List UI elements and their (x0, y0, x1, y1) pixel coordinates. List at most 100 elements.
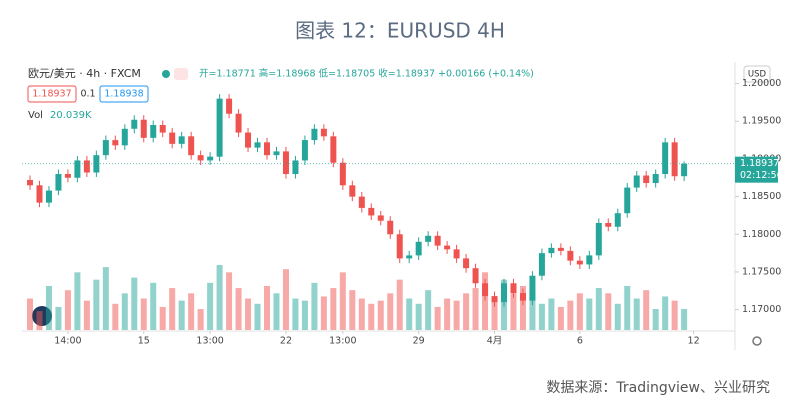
candle-body (614, 213, 621, 227)
candle-body (36, 185, 43, 203)
candle-body (358, 196, 365, 208)
candle-body (652, 174, 659, 184)
volume-bar (652, 309, 659, 330)
candle-body (320, 128, 327, 137)
candle-body (339, 162, 346, 186)
candle-body (112, 140, 119, 146)
candle-body (576, 260, 583, 265)
candle-body (671, 142, 678, 177)
volume-bar (36, 311, 43, 330)
candle-body (197, 155, 204, 161)
volume-bar (216, 265, 223, 330)
candle-body (45, 190, 52, 203)
x-tick-label: 13:00 (329, 336, 356, 347)
volume-bar (245, 298, 252, 330)
volume-bar (188, 293, 195, 330)
volume-label: Vol (28, 110, 43, 121)
candle-body (330, 136, 337, 163)
candle-body (463, 258, 470, 269)
candle-body (292, 160, 299, 174)
candle-body (501, 283, 507, 303)
volume-bar (415, 303, 422, 330)
volume-bar (576, 293, 583, 330)
candle-body (83, 160, 90, 173)
candle-body (387, 220, 394, 235)
volume-bar (681, 308, 688, 330)
candle-body (472, 268, 479, 284)
x-tick-label: 12 (688, 336, 700, 347)
volume-bar (292, 298, 299, 330)
volume-bar (330, 288, 337, 330)
volume-bar (605, 293, 612, 330)
source: 数据来源：Tradingview、兴业研究 (546, 380, 770, 396)
candle-body (150, 125, 157, 138)
candle-body (131, 119, 138, 129)
candle-body (605, 222, 612, 227)
volume-bar (311, 282, 318, 330)
candle-body (93, 155, 100, 173)
volume-bar (529, 290, 536, 330)
ohlc: 开=1.18771 高=1.18968 低=1.18705 收=1.18937 … (199, 68, 534, 80)
volume-bar (140, 298, 147, 330)
candle-body (245, 132, 252, 148)
candle-body (491, 296, 498, 303)
volume-bar (624, 285, 631, 330)
candle-body (169, 132, 176, 144)
candle-body (264, 142, 270, 156)
volume-bar (671, 300, 678, 330)
candle-body (102, 140, 109, 156)
price-tag (735, 156, 778, 183)
volume-bar (586, 298, 593, 330)
volume-bar (64, 290, 71, 330)
volume-bar (633, 298, 640, 330)
ask: 1.18938 (104, 89, 143, 100)
currency: USD (748, 70, 767, 80)
candle-body (235, 113, 242, 133)
volume-bar (463, 293, 470, 330)
y-tick-label: 1.18000 (742, 229, 781, 240)
volume-bar (235, 288, 242, 330)
volume-bar (519, 285, 526, 330)
currency-box[interactable] (743, 65, 771, 83)
volume-bar (169, 288, 176, 330)
volume-bar (159, 306, 166, 330)
y-tick-label: 1.17500 (742, 266, 781, 277)
volume-bar (595, 288, 602, 330)
badge (174, 68, 188, 80)
volume-bar (74, 272, 81, 330)
candle-body (434, 235, 441, 246)
candle-body (349, 185, 356, 197)
candle-body (557, 247, 564, 251)
volume-bar (254, 303, 261, 330)
x-tick-label: 15 (138, 336, 150, 347)
candle-body (633, 175, 640, 188)
y-tick-label: 1.18500 (742, 191, 781, 202)
volume-bar (55, 306, 62, 330)
volume-bar (339, 272, 346, 330)
candle-body (207, 156, 214, 161)
volume-value: 20.039K (50, 110, 92, 121)
bid-box[interactable] (27, 85, 77, 103)
candle-body (64, 174, 71, 178)
volume-bar (425, 290, 432, 330)
x-tick-label: 22 (280, 336, 292, 347)
candle-body (406, 255, 413, 259)
candle-body (519, 293, 526, 301)
volume-bar (121, 293, 128, 330)
candle-body (74, 160, 81, 178)
volume-bar (45, 285, 52, 330)
candle-body (311, 128, 318, 141)
volume-bar (444, 298, 451, 330)
volume-bar (301, 300, 308, 330)
volume-bar (406, 298, 413, 330)
volume-bar (614, 303, 621, 330)
ask-box[interactable] (99, 85, 149, 103)
candle-body (254, 142, 261, 148)
candle-body (425, 235, 432, 242)
candle-body (27, 180, 33, 186)
candle-body (482, 283, 489, 297)
settings-icon[interactable] (752, 336, 762, 346)
candle-body (216, 98, 223, 157)
volume-bar (387, 293, 394, 330)
